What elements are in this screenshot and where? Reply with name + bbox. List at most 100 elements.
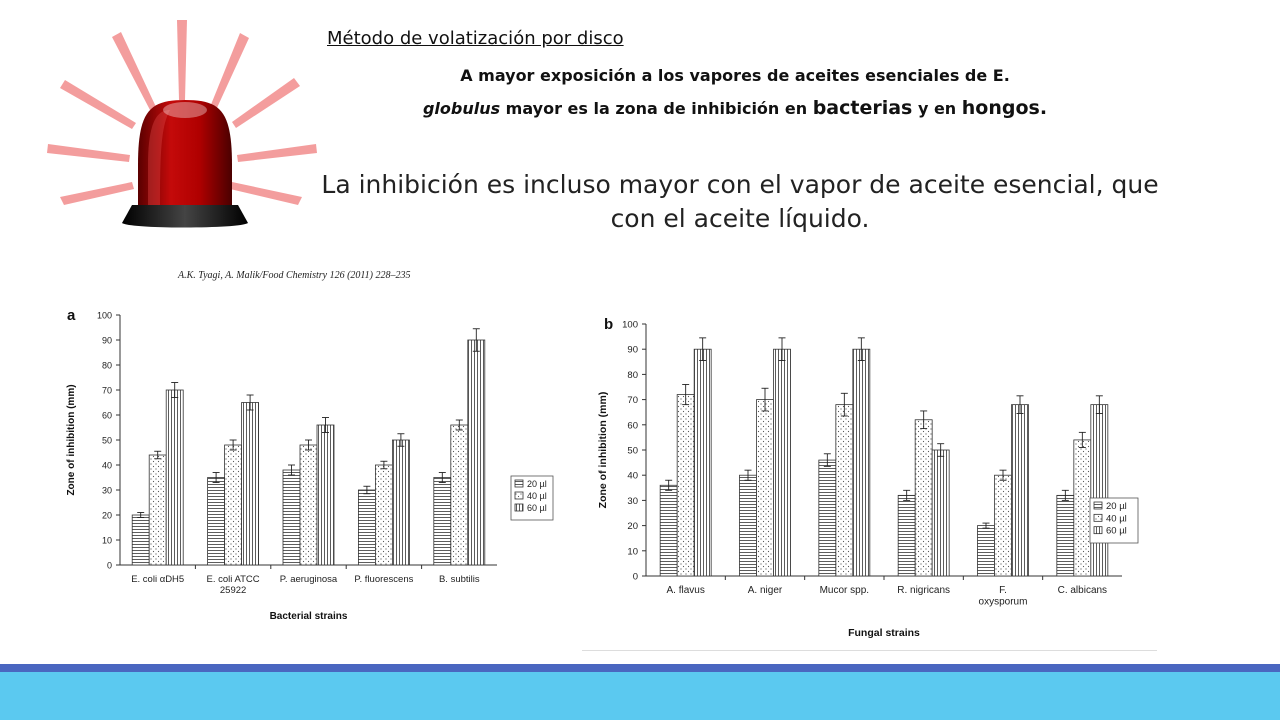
x-axis-title: Bacterial strains: [270, 611, 348, 622]
bar: [1056, 494, 1075, 577]
bar: [931, 449, 950, 577]
y-tick-label: 50: [627, 446, 638, 457]
y-tick-label: 30: [102, 486, 112, 496]
footer-band-light: [0, 672, 1280, 720]
y-tick-label: 20: [102, 511, 112, 521]
bar: [450, 424, 469, 566]
category-label: E. coli ATCC 25922: [207, 574, 260, 596]
legend-label: 40 µl: [1106, 513, 1127, 524]
y-tick-label: 80: [627, 370, 638, 381]
bar: [818, 459, 837, 577]
legend-label: 60 µl: [527, 503, 547, 513]
category-label: A. flavus: [666, 585, 704, 596]
bar: [433, 477, 452, 566]
statement-line-1: La inhibición es incluso mayor con el va…: [321, 170, 1159, 199]
bar: [282, 469, 301, 566]
hongos-word: hongos.: [961, 97, 1048, 119]
legend-label: 20 µl: [1106, 501, 1127, 512]
legend-label: 60 µl: [1106, 526, 1127, 537]
bacterias-word: bacterias: [812, 97, 913, 119]
bar: [224, 444, 243, 566]
y-tick-label: 100: [622, 320, 638, 331]
bar: [659, 484, 678, 577]
alarm-light-icon: [47, 20, 317, 228]
y-tick-label: 0: [633, 572, 638, 583]
y-tick-label: 20: [627, 521, 638, 532]
bar: [739, 474, 757, 577]
bar: [391, 439, 410, 566]
category-label: P. fluorescens: [354, 574, 413, 585]
chart-fungal-strains: b 0 10 20 30 40 50 60 70 80 90 100 A. flavus A. niger…: [582, 316, 1157, 651]
category-label: P. aeruginosa: [280, 574, 338, 585]
alarm-rays: [47, 20, 317, 205]
bar: [756, 399, 774, 577]
bar: [467, 339, 486, 566]
y-tick-label: 0: [107, 561, 112, 571]
y-tick-label: 40: [627, 471, 638, 482]
bar: [693, 348, 712, 577]
headline-line-2: globulus mayor es la zona de inhibición …: [422, 97, 1048, 119]
bar: [1090, 404, 1109, 577]
category-label: B. subtilis: [439, 574, 480, 585]
y-tick-label: 60: [102, 411, 112, 421]
bar: [165, 389, 184, 566]
x-axis-title: Fungal strains: [848, 627, 920, 639]
bar: [148, 454, 167, 566]
legend-swatch: [1093, 526, 1103, 535]
category-label: R. nigricans: [897, 585, 950, 596]
method-subtitle: Método de volatización por disco: [327, 28, 624, 49]
legend-swatch: [514, 479, 524, 488]
category-label: A. niger: [748, 585, 783, 596]
alarm-dome: [138, 100, 232, 205]
y-tick-label: 80: [102, 361, 112, 371]
category-label: F. oxysporum: [979, 585, 1028, 608]
category-label: C. albicans: [1058, 585, 1107, 596]
legend-swatch: [514, 491, 524, 500]
bar: [773, 348, 791, 577]
bar: [357, 489, 376, 566]
bar: [994, 474, 1012, 577]
y-tick-label: 70: [102, 386, 112, 396]
bar: [1011, 404, 1029, 577]
bar: [897, 494, 916, 577]
y-tick-label: 40: [102, 461, 112, 471]
bar: [852, 348, 871, 577]
panel-label: a: [67, 307, 76, 324]
y-tick-label: 70: [627, 395, 638, 406]
legend-swatch: [1093, 513, 1103, 522]
y-tick-label: 90: [627, 345, 638, 356]
y-tick-label: 10: [627, 546, 638, 557]
bar: [835, 404, 854, 577]
species-italic: globulus: [422, 99, 501, 118]
bar: [374, 464, 393, 566]
chart-bacterial-strains: a 0 10 20 30 40 50 60 70 80 90 100 E. coli αDH5 E. co…: [66, 307, 554, 622]
bar: [977, 525, 995, 577]
y-tick-label: 50: [102, 436, 112, 446]
legend-label: 20 µl: [527, 479, 547, 489]
headline-line-1: A mayor exposición a los vapores de acei…: [460, 66, 1010, 85]
bar: [676, 394, 695, 577]
y-tick-label: 100: [97, 311, 112, 321]
bar: [316, 424, 335, 566]
footer-band-dark: [0, 664, 1280, 672]
bar: [1073, 439, 1092, 577]
y-tick-label: 90: [102, 336, 112, 346]
legend-swatch: [514, 503, 524, 512]
legend-swatch: [1093, 501, 1103, 510]
legend-label: 40 µl: [527, 491, 547, 501]
y-tick-label: 10: [102, 536, 112, 546]
y-axis-title: Zone of inhibition (mm): [597, 392, 609, 509]
bar: [207, 477, 226, 566]
bar: [914, 419, 933, 577]
bar: [299, 444, 318, 566]
panel-label: b: [604, 316, 613, 333]
bar: [241, 402, 260, 566]
bar: [131, 514, 150, 566]
y-tick-label: 60: [627, 420, 638, 431]
category-label: Mucor spp.: [820, 585, 869, 596]
citation: A.K. Tyagi, A. Malik/Food Chemistry 126 …: [178, 270, 411, 281]
alarm-base: [122, 205, 248, 228]
y-axis-title: Zone of inhibition (mm): [66, 384, 77, 495]
main-statement: La inhibición es incluso mayor con el va…: [300, 168, 1180, 236]
y-tick-label: 30: [627, 496, 638, 507]
